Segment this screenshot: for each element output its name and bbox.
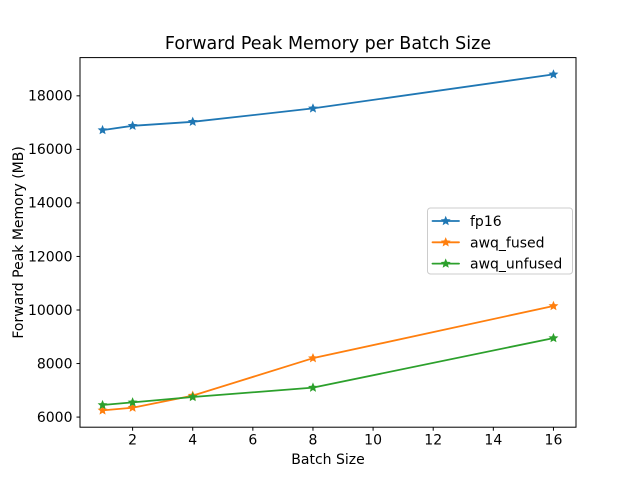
x-tick-label: 2 — [128, 433, 137, 449]
y-tick-label: 14000 — [28, 196, 73, 212]
x-axis-label: Batch Size — [291, 452, 364, 468]
legend-label-awq_fused: awq_fused — [470, 235, 545, 251]
marker-star-icon-awq_unfused — [97, 399, 108, 410]
marker-star-icon-awq_fused — [97, 405, 108, 415]
x-tick-label: 10 — [364, 433, 382, 449]
y-tick-label: 16000 — [28, 142, 73, 158]
x-tick-label: 16 — [545, 433, 563, 449]
y-axis-label: Forward Peak Memory (MB) — [11, 146, 27, 338]
marker-star-icon-fp16 — [127, 120, 138, 131]
x-tick-label: 6 — [248, 433, 257, 449]
marker-star-icon-fp16 — [548, 69, 559, 79]
marker-star-icon-awq_fused — [308, 352, 318, 363]
x-tick-label: 12 — [424, 433, 442, 449]
marker-star-icon-fp16 — [308, 103, 318, 113]
marker-star-icon-awq_unfused — [187, 391, 198, 402]
legend-label-awq_unfused: awq_unfused — [470, 257, 562, 273]
legend-box — [427, 207, 573, 275]
y-tick-label: 18000 — [28, 89, 73, 105]
marker-star-icon-fp16 — [97, 124, 108, 135]
legend-marker-star-icon-fp16 — [440, 215, 451, 226]
marker-star-icon-awq_unfused — [548, 332, 559, 343]
marker-star-icon-awq_fused — [127, 402, 138, 412]
x-tick-label: 14 — [484, 433, 502, 449]
marker-star-icon-awq_unfused — [127, 397, 138, 407]
marker-star-icon-awq_fused — [548, 300, 559, 311]
marker-star-icon-fp16 — [187, 116, 198, 126]
x-tick-label: 4 — [188, 433, 197, 449]
y-tick-label: 8000 — [37, 356, 73, 372]
y-tick-label: 12000 — [28, 249, 73, 265]
y-tick-label: 10000 — [28, 303, 73, 319]
legend-marker-star-icon-awq_fused — [440, 237, 451, 247]
legend-marker-star-icon-awq_unfused — [440, 258, 451, 268]
x-tick-label: 8 — [309, 433, 318, 449]
y-tick-label: 6000 — [37, 410, 73, 426]
marker-star-icon-awq_unfused — [308, 382, 318, 392]
legend-label-fp16: fp16 — [470, 214, 502, 230]
chart-title: Forward Peak Memory per Batch Size — [165, 34, 491, 54]
